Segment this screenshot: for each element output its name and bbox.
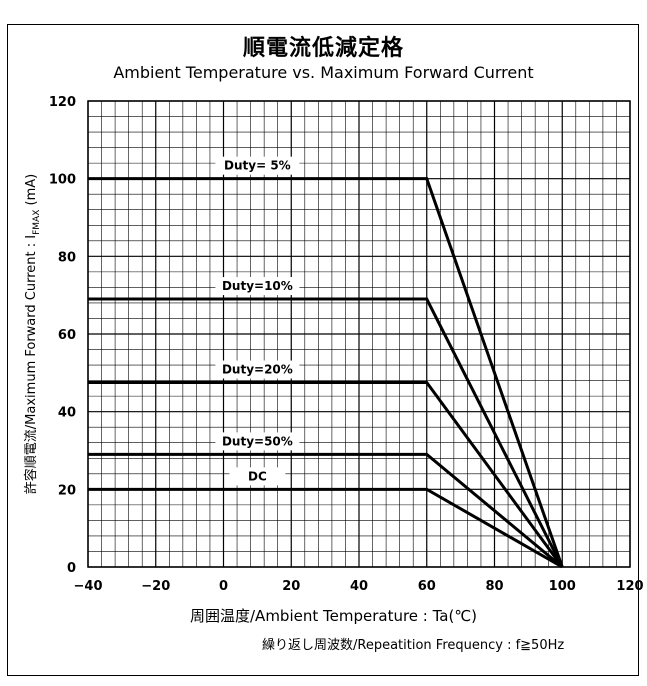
series-line [88,381,564,568]
x-axis-label: 周囲温度/Ambient Temperature : Ta(℃) [190,607,478,625]
series-label-box [215,360,300,379]
x-tick-label: 120 [616,579,643,594]
x-tick-label: 60 [418,579,436,594]
series-line [88,452,564,569]
y-tick-label: 60 [58,328,76,343]
y-tick-label: 0 [67,561,76,576]
plot-border [87,100,631,568]
chart-subtitle: Ambient Temperature vs. Maximum Forward … [113,63,534,82]
y-tick-label: 40 [58,406,76,421]
x-tick-label: 40 [350,579,368,594]
y-tick-label: 80 [58,250,76,265]
series-line [88,297,564,568]
y-axis-label: 許容順電流/Maximum Forward Current : IFMAX (m… [24,173,42,495]
series-label: Duty=50% [222,434,293,448]
x-tick-label: 80 [485,579,503,594]
y-tick-label: 100 [49,173,76,188]
x-tick-label: 0 [219,579,228,594]
series-label: Duty=10% [222,279,293,293]
chart-title: 順電流低減定格 [242,36,404,61]
series-line [88,177,564,568]
series-label-box [215,156,300,175]
x-tick-label: 20 [282,579,300,594]
x-tick-label: 100 [549,579,576,594]
series-label-box [215,277,300,296]
frequency-note: 繰り返し周波数/Repeatition Frequency : f≧50Hz [262,638,565,653]
series-label-box [229,467,286,486]
x-tick-label: −20 [141,579,170,594]
x-tick-label: −40 [74,579,103,594]
series-label-box [215,432,300,451]
y-tick-label: 120 [49,95,76,110]
chart-frame [7,24,639,676]
series-label: Duty=20% [222,363,293,377]
series-label: Duty= 5% [224,159,291,173]
series-line [88,487,563,569]
series-label: DC [248,469,267,483]
y-tick-label: 20 [58,483,76,498]
